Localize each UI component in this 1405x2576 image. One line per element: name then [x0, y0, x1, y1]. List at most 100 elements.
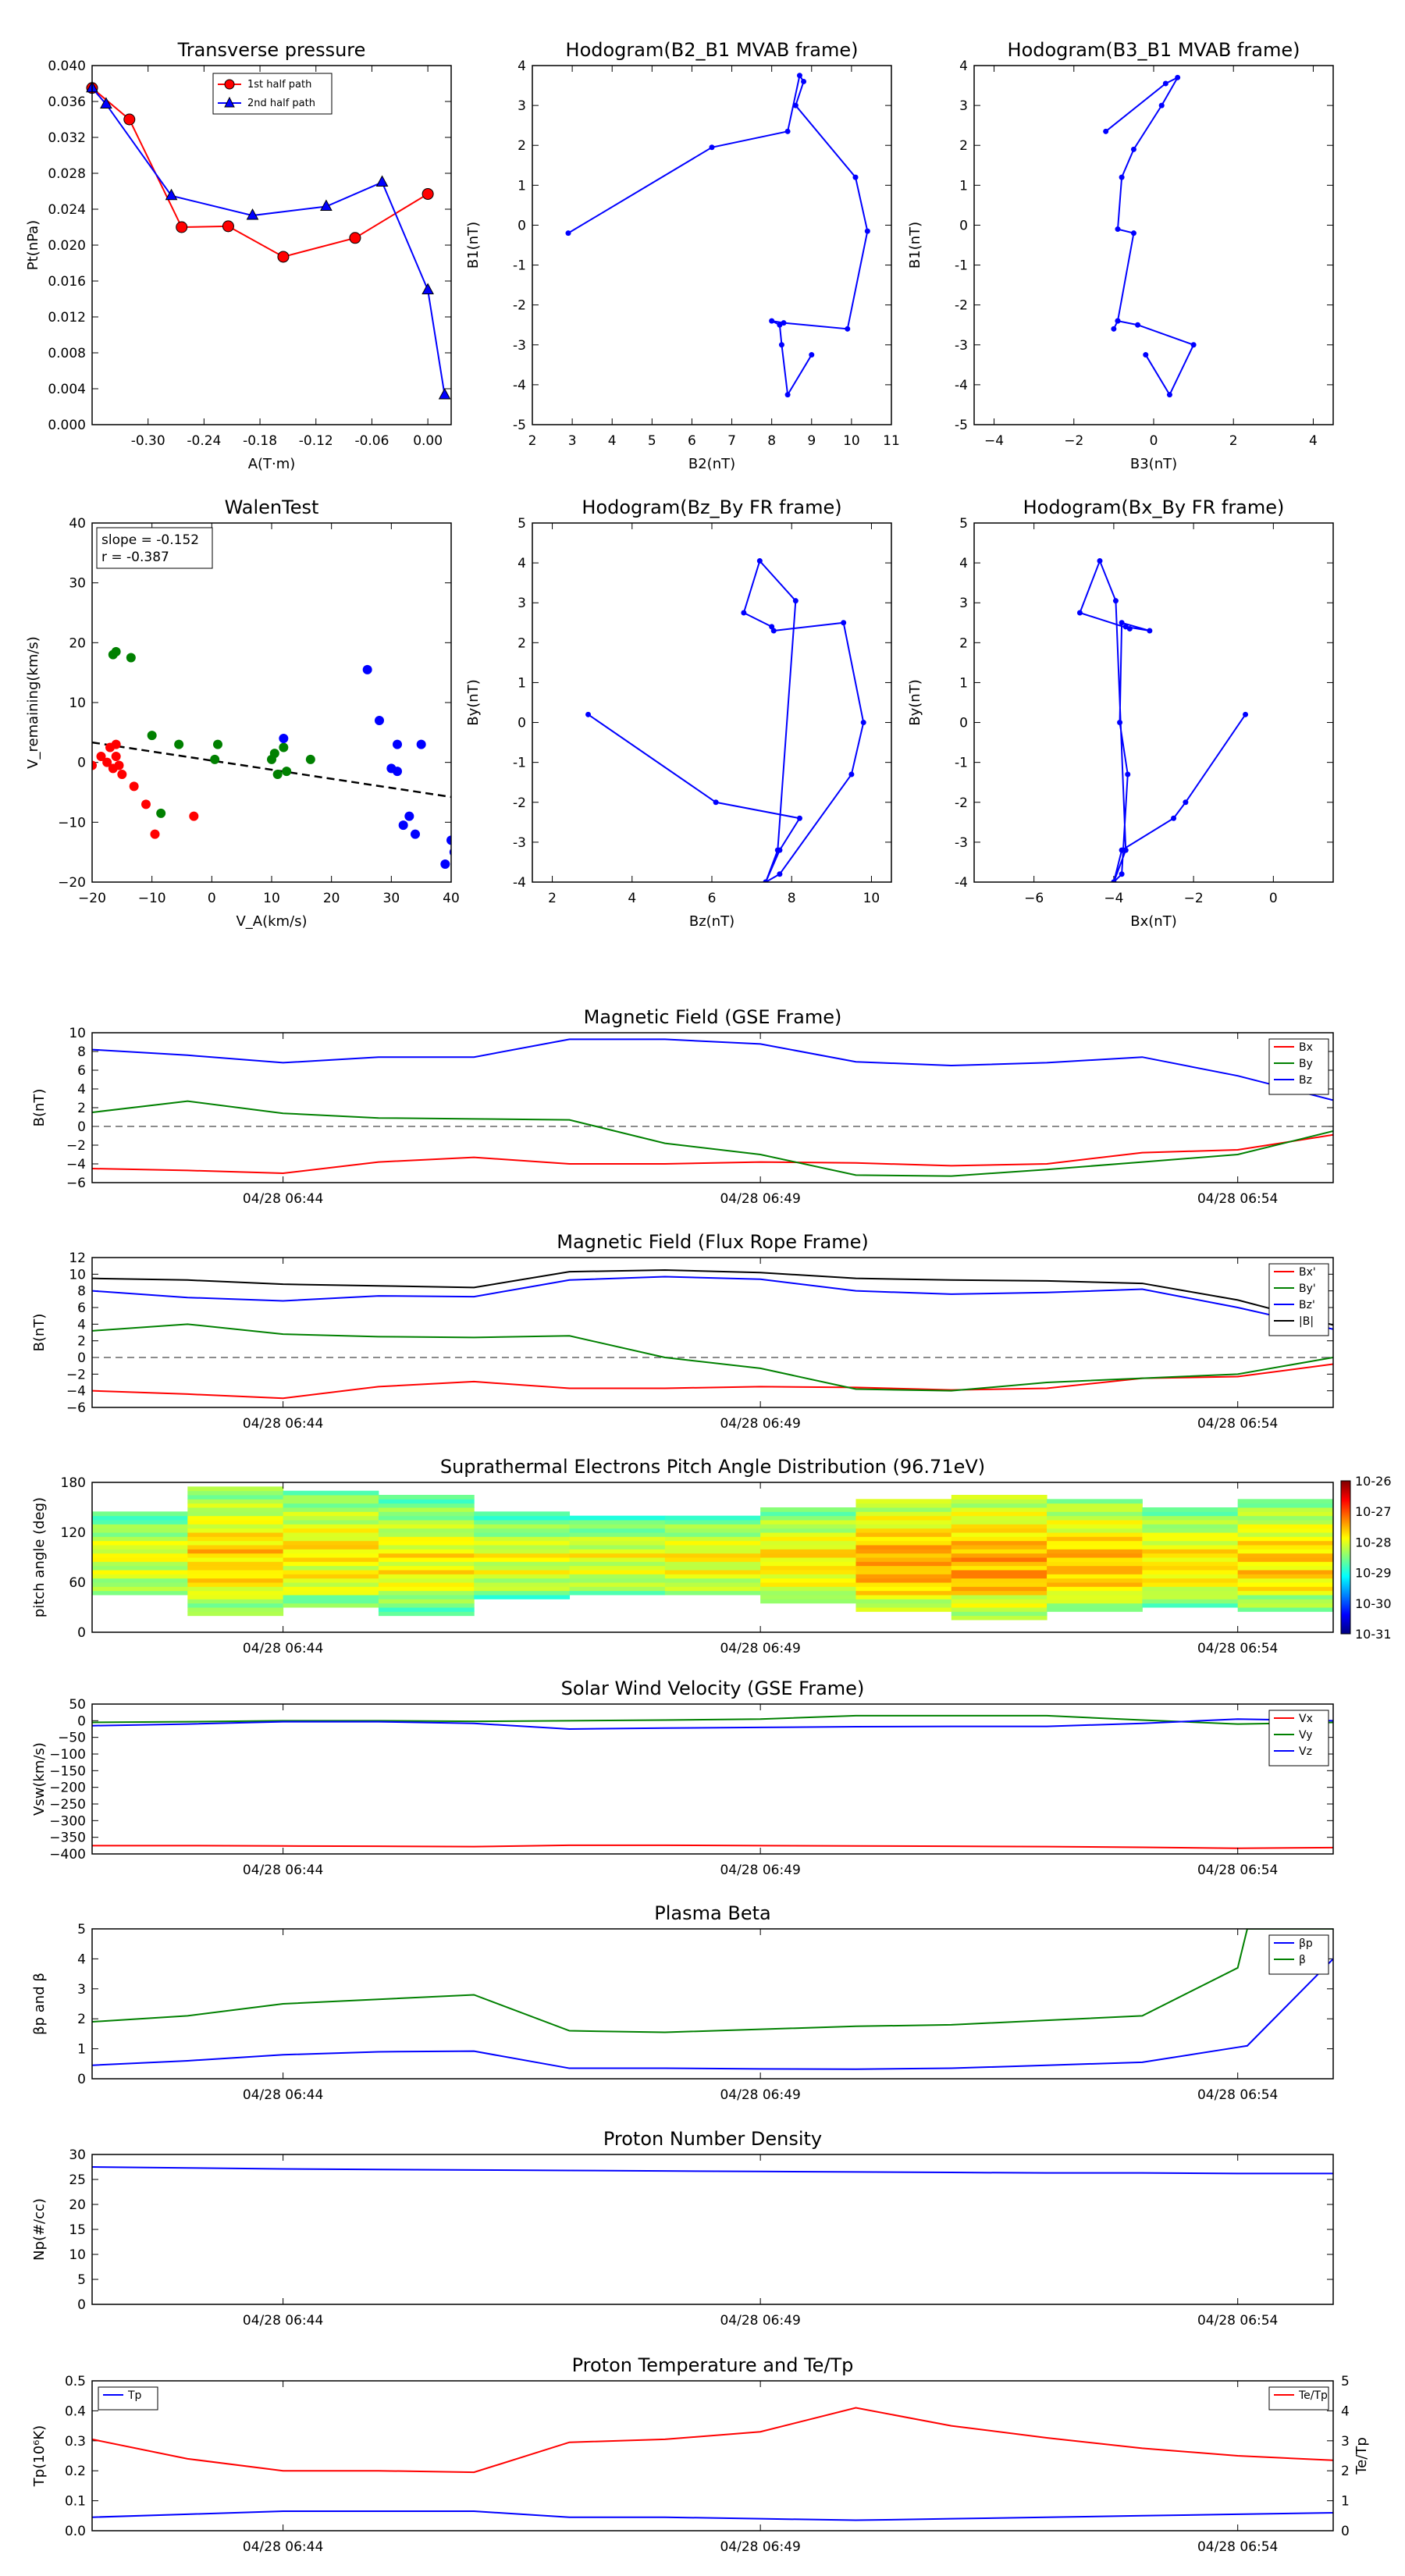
- heatmap-cell: [1142, 1603, 1238, 1608]
- chart-mag: Magnetic Field (GSE Frame)−6−4−20246810B…: [31, 1006, 1333, 1207]
- heatmap-cell: [1238, 1516, 1334, 1521]
- data-point: [841, 620, 846, 625]
- y-tick-label: 40: [69, 516, 86, 532]
- data-point: [350, 233, 361, 244]
- data-point: [393, 740, 402, 749]
- heatmap-cell: [855, 1549, 951, 1553]
- heatmap-cell: [855, 1582, 951, 1587]
- x-tick-label: 3: [568, 433, 577, 449]
- data-point: [865, 229, 870, 234]
- heatmap-cell: [187, 1549, 283, 1553]
- heatmap-cell: [283, 1503, 379, 1508]
- heatmap-cell: [1142, 1557, 1238, 1562]
- heatmap-cell: [187, 1486, 283, 1491]
- heatmap-cell: [92, 1541, 188, 1546]
- heatmap-cell: [1142, 1541, 1238, 1546]
- heatmap-cell: [951, 1607, 1048, 1612]
- heatmap-cell: [570, 1545, 666, 1550]
- y-tick-label: 2: [959, 635, 968, 651]
- heatmap-cell: [92, 1557, 188, 1562]
- heatmap-cell: [379, 1578, 475, 1583]
- y-tick-label: 0.008: [48, 346, 86, 361]
- colorbar-label: 10-27: [1355, 1504, 1392, 1519]
- heatmap-cell: [92, 1528, 188, 1533]
- x-tick-label: -0.12: [299, 433, 333, 449]
- data-point: [176, 222, 187, 233]
- legend-label: Bx: [1299, 1041, 1313, 1054]
- heatmap-cell: [379, 1599, 475, 1603]
- heatmap-cell: [760, 1595, 856, 1599]
- heatmap-cell: [187, 1511, 283, 1516]
- y-tick-label: 4: [518, 59, 526, 74]
- data-point: [1119, 871, 1125, 877]
- heatmap-cell: [1047, 1549, 1143, 1553]
- y-axis-label: B(nT): [31, 1089, 48, 1127]
- y-tick-label: 0: [77, 2297, 86, 2313]
- chart-h3: Hodogram(Bz_By FR frame)-4-3-2-10123452 4…: [465, 496, 891, 930]
- data-point: [363, 665, 372, 674]
- heatmap-cell: [665, 1557, 761, 1562]
- legend-label: Tp: [127, 2389, 142, 2402]
- x-tick-label: 7: [727, 433, 736, 449]
- heatmap-cell: [187, 1516, 283, 1521]
- heatmap-cell: [474, 1557, 570, 1562]
- heatmap-cell: [92, 1532, 188, 1537]
- x-tick-label: 4: [1309, 433, 1318, 449]
- data-point: [306, 755, 315, 764]
- data-point: [1077, 610, 1083, 616]
- y-tick-label: -3: [513, 835, 526, 851]
- y-tick-label: 60: [69, 1575, 86, 1591]
- heatmap-cell: [1047, 1499, 1143, 1503]
- y-axis-label: Pt(nPa): [25, 220, 41, 270]
- y-axis-label: Np(#/cc): [31, 2198, 48, 2261]
- y-tick-label: -3: [513, 338, 526, 354]
- heatmap-cell: [855, 1607, 951, 1612]
- data-point: [757, 558, 763, 564]
- y-tick-label: -3: [955, 338, 968, 354]
- legend-label: 1st half path: [247, 79, 311, 91]
- chart-title: Hodogram(Bz_By FR frame): [582, 496, 841, 518]
- y-tick-label: 30: [69, 576, 86, 592]
- data-point: [278, 251, 289, 262]
- heatmap-cell: [283, 1541, 379, 1546]
- y-tick-label: 0.012: [48, 310, 86, 326]
- heatmap-cell: [1047, 1524, 1143, 1528]
- heatmap-cell: [951, 1545, 1048, 1550]
- heatmap-cell: [951, 1595, 1048, 1599]
- data-point: [115, 761, 124, 770]
- series-line: [92, 88, 445, 395]
- y-tick-label: −100: [49, 1747, 86, 1763]
- heatmap-cell: [187, 1603, 283, 1608]
- heatmap-cell: [570, 1520, 666, 1525]
- x-tick-label: −10: [138, 891, 166, 906]
- data-point: [793, 103, 799, 109]
- heatmap-cell: [1238, 1561, 1334, 1566]
- y-tick-label: -4: [513, 875, 526, 891]
- heatmap-cell: [1142, 1528, 1238, 1533]
- heatmap-cell: [951, 1541, 1048, 1546]
- data-point: [779, 342, 784, 347]
- heatmap-cell: [665, 1574, 761, 1578]
- heatmap-cell: [187, 1607, 283, 1612]
- data-point: [112, 740, 121, 749]
- data-point: [130, 781, 139, 791]
- heatmap-cell: [951, 1570, 1048, 1574]
- heatmap-cell: [1142, 1520, 1238, 1525]
- heatmap-cell: [1142, 1511, 1238, 1516]
- plot-frame: [92, 2154, 1333, 2304]
- y-tick-label: 0.004: [48, 382, 86, 397]
- chart-title: Magnetic Field (Flux Rope Frame): [557, 1231, 868, 1253]
- chart-h1: Hodogram(B2_B1 MVAB frame)-5-4-3-2-10123…: [465, 39, 900, 472]
- time-tick-label: 04/28 06:49: [720, 1863, 800, 1878]
- x-tick-label: 0: [1150, 433, 1158, 449]
- heatmap-cell: [1047, 1582, 1143, 1587]
- heatmap-cell: [855, 1553, 951, 1558]
- heatmap-cell: [665, 1549, 761, 1553]
- heatmap-cell: [951, 1611, 1048, 1616]
- heatmap-cell: [1238, 1532, 1334, 1537]
- x-tick-label: 10: [843, 433, 860, 449]
- data-point: [279, 734, 288, 743]
- heatmap-cell: [1047, 1545, 1143, 1550]
- y-axis-label: B1(nT): [465, 222, 482, 269]
- chart-title: Hodogram(B3_B1 MVAB frame): [1008, 39, 1300, 61]
